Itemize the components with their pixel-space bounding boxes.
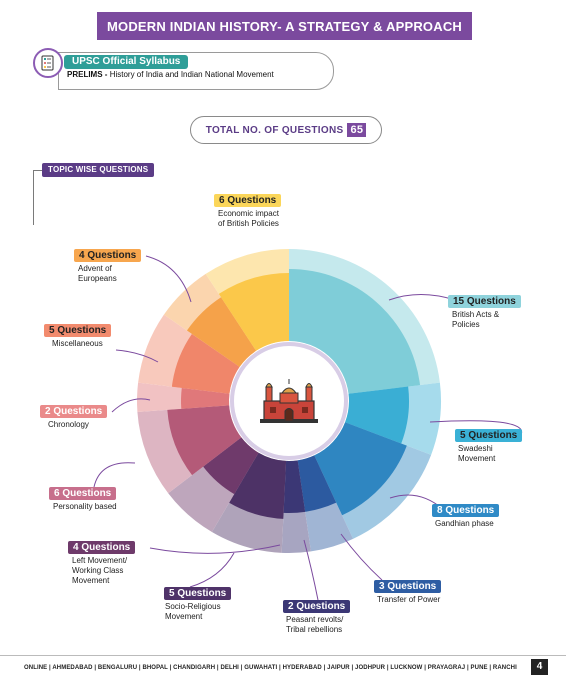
pie-slice — [218, 273, 289, 351]
callout-badge: 8 Questions — [432, 504, 500, 517]
callout-description-line: Miscellaneous — [52, 339, 103, 348]
callout-description-line: Policies — [452, 320, 480, 329]
pie-slice — [186, 297, 257, 367]
callout-description-line: Economic impact — [218, 209, 279, 218]
callout-description-line: Transfer of Power — [377, 595, 441, 604]
prelims-text: PRELIMS - History of India and Indian Na… — [67, 70, 274, 79]
callout-description-line: Tribal rebellions — [286, 625, 343, 634]
callout-description-line: Gandhian phase — [435, 519, 494, 528]
callout-description-line: Advent of — [78, 264, 112, 273]
callout-leader-line — [111, 398, 151, 413]
prelims-subject: History of India and Indian National Mov… — [109, 70, 274, 79]
callout-description-line: Swadeshi — [458, 444, 493, 453]
footer-cities: ONLINE | AHMEDABAD | BENGALURU | BHOPAL … — [24, 665, 517, 671]
callout-leader-line — [340, 533, 383, 581]
pie-slice — [167, 405, 242, 476]
callout-badge: 15 Questions — [448, 295, 521, 308]
prelims-label: PRELIMS - — [67, 70, 108, 79]
callout-description-line: Movement — [165, 612, 203, 621]
callout-badge: 2 Questions — [283, 600, 351, 613]
callout-leader-line — [149, 544, 281, 554]
pie-slice — [229, 452, 287, 519]
callout-description-line: Movement — [458, 454, 496, 463]
callout-description-line: Personality based — [53, 502, 117, 511]
callout-description-line: Chronology — [48, 420, 89, 429]
callout-description: Chronology — [48, 420, 89, 430]
callout-description-line: Peasant revolts/ — [286, 615, 344, 624]
pie-slice — [297, 455, 337, 512]
page-number: 4 — [531, 659, 548, 675]
callout-leader-line — [189, 552, 235, 588]
callout-badge: 4 Questions — [74, 249, 142, 262]
total-questions-box: TOTAL NO. OF QUESTIONS 65 — [190, 116, 382, 144]
total-questions-label: TOTAL NO. OF QUESTIONS — [205, 124, 344, 136]
callout-description: Personality based — [53, 502, 117, 512]
pie-slice — [171, 333, 240, 394]
callout-badge: 5 Questions — [164, 587, 232, 600]
callout-description: Socio-Religious Movement — [165, 602, 221, 622]
callout-description-line: Socio-Religious — [165, 602, 221, 611]
pie-slice — [314, 422, 407, 516]
red-fort-icon — [260, 379, 318, 423]
footer-divider — [0, 655, 566, 656]
callout-badge: 4 Questions — [68, 541, 136, 554]
pie-slice — [181, 387, 230, 409]
callout-description-line: Movement — [72, 576, 110, 585]
callout-description-line: of British Policies — [218, 219, 279, 228]
callout-leader-line — [303, 539, 319, 601]
syllabus-badge: UPSC Official Syllabus — [64, 55, 189, 69]
callout-description: Peasant revolts/Tribal rebellions — [286, 615, 343, 635]
pie-slice — [203, 437, 259, 495]
callout-description-line: British Acts & — [452, 310, 500, 319]
pie-slice — [283, 460, 306, 513]
callout-badge: 3 Questions — [374, 580, 442, 593]
callout-description: Miscellaneous — [52, 339, 103, 349]
callout-leader-line — [115, 349, 159, 363]
page-title: MODERN INDIAN HISTORY- A STRATEGY & APPR… — [97, 12, 472, 40]
pie-slice — [289, 269, 421, 394]
callout-badge: 5 Questions — [455, 429, 523, 442]
callout-badge: 6 Questions — [49, 487, 117, 500]
topic-bracket-tick — [33, 170, 42, 171]
callout-leader-line — [93, 462, 136, 488]
callout-description-line: Europeans — [78, 274, 117, 283]
syllabus-document-icon — [33, 48, 63, 78]
callout-description: British Acts & Policies — [452, 310, 499, 330]
callout-leader-line — [145, 255, 192, 303]
callout-badge: 5 Questions — [44, 324, 112, 337]
pie-inner-ring — [167, 269, 421, 519]
total-questions-value: 65 — [347, 123, 367, 137]
callout-badge: 6 Questions — [214, 194, 282, 207]
callout-description-line: Left Movement/ — [72, 556, 128, 565]
callout-description: Economic impact of British Policies — [218, 209, 279, 229]
callout-description: Advent of Europeans — [78, 264, 117, 284]
callout-badge: 2 Questions — [40, 405, 108, 418]
callout-description: Gandhian phase — [435, 519, 494, 529]
topic-bracket-line — [33, 170, 34, 225]
topic-wise-label: TOPIC WISE QUESTIONS — [42, 163, 155, 177]
pie-slice — [345, 386, 409, 444]
callout-description: Transfer of Power — [377, 595, 440, 605]
callout-description: Left Movement/Working Class Movement — [72, 556, 127, 586]
callout-description-line: Working Class — [72, 566, 124, 575]
callout-description: Swadeshi Movement — [458, 444, 495, 464]
